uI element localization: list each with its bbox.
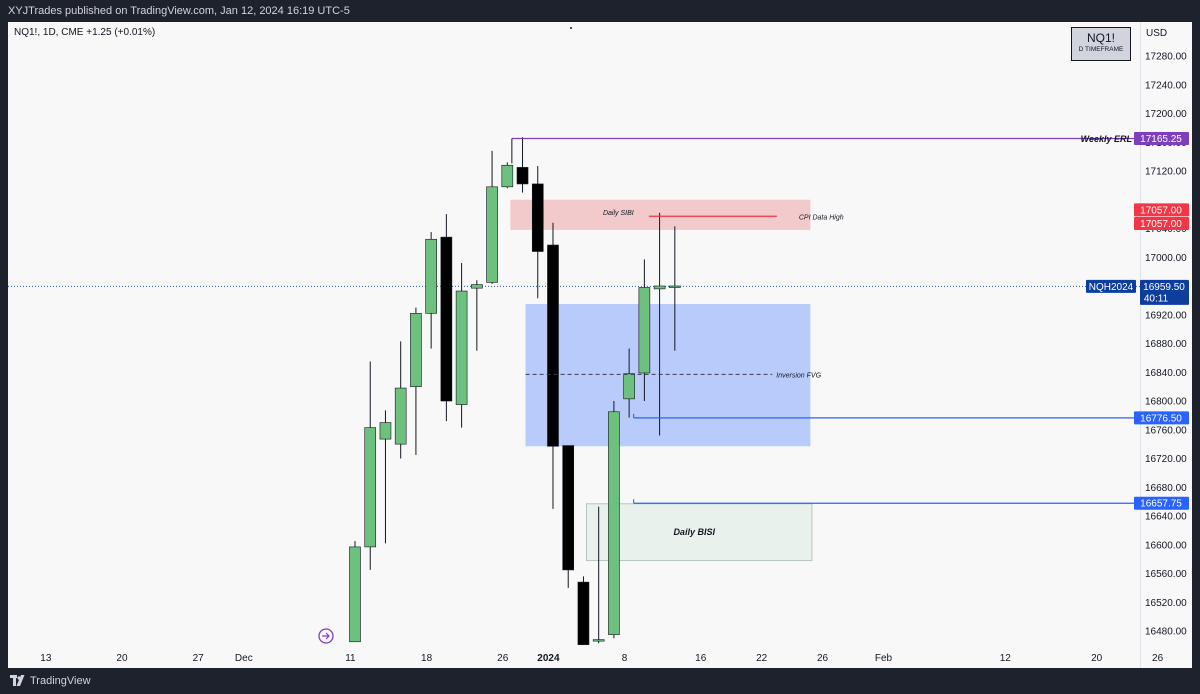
x-tick-label: 8 [622, 653, 628, 664]
y-tick-label: 16480.00 [1145, 627, 1187, 638]
price-tag [1134, 131, 1189, 145]
candle-body[interactable] [379, 422, 392, 440]
x-tick-label: 2024 [537, 653, 560, 664]
candle-body[interactable] [394, 387, 407, 445]
x-tick-label: Feb [875, 653, 893, 664]
x-tick-label: 11 [345, 653, 356, 664]
y-tick-label: 16680.00 [1145, 483, 1187, 494]
y-tick-label: 17120.00 [1145, 167, 1187, 178]
candle-body[interactable] [562, 445, 575, 571]
tradingview-brand: TradingView [30, 675, 91, 687]
candle-body[interactable] [531, 183, 544, 252]
x-tick-label: 12 [1000, 653, 1012, 664]
candle-body[interactable] [471, 284, 483, 289]
candle-body[interactable] [638, 287, 651, 374]
y-tick-label: 16920.00 [1145, 310, 1187, 321]
center-dot [570, 27, 572, 29]
candle-body[interactable] [577, 581, 590, 645]
y-tick-label: 17200.00 [1145, 109, 1187, 120]
y-tick-label: 16800.00 [1145, 397, 1187, 408]
zone-label: Daily SIBI [603, 210, 634, 217]
candle-body[interactable] [486, 186, 498, 283]
candle-body[interactable] [349, 546, 361, 643]
zone-bisi[interactable] [585, 503, 813, 562]
y-tick-label: 16560.00 [1145, 569, 1187, 580]
symbol-tag-text: NQH2024 [1089, 282, 1134, 293]
symbol-tag [1086, 279, 1136, 293]
y-tick-label: 16640.00 [1145, 512, 1187, 523]
y-tick-label: 16840.00 [1145, 368, 1187, 379]
x-tick-label: 22 [756, 653, 768, 664]
x-tick-label: 26 [497, 653, 509, 664]
weekly-erl-label: Weekly ERL [1081, 134, 1132, 144]
bottom-bar: TradingView [0, 668, 1200, 694]
price-tag [1134, 411, 1189, 425]
x-tick-label: Dec [235, 653, 253, 664]
watermark-subtitle: D TIMEFRAME [1078, 46, 1124, 53]
last-price-tag [1140, 279, 1189, 305]
publisher-text: XYJTrades published on TradingView.com, … [8, 5, 350, 17]
y-tick-label: 16760.00 [1145, 425, 1187, 436]
price-axis[interactable] [1140, 22, 1193, 668]
candle-body[interactable] [547, 244, 559, 447]
candle-body[interactable] [653, 285, 666, 290]
x-tick-label: 20 [1091, 653, 1103, 664]
candle-body[interactable] [425, 238, 437, 314]
last-price-text: 16959.50 [1143, 282, 1185, 293]
symbol-info: NQ1!, 1D, CME +1.25 (+0.01%) [14, 27, 156, 38]
currency-label[interactable]: USD [1146, 28, 1168, 39]
zone-fvg[interactable] [525, 303, 811, 447]
price-tag-text: 17165.25 [1140, 134, 1182, 145]
price-tag [1134, 216, 1189, 230]
candle-body[interactable] [455, 290, 468, 405]
timeframe-watermark: NQ1! D TIMEFRAME [1071, 27, 1131, 61]
price-tag-text: 17057.00 [1140, 205, 1182, 216]
candle-body[interactable] [669, 285, 681, 288]
zone-label: Daily BISI [673, 527, 715, 537]
candle-body[interactable] [501, 164, 514, 188]
y-tick-label: 17000.00 [1145, 253, 1187, 264]
cpi-high-label: CPI Data High [799, 214, 844, 221]
inversion-fvg-label: Inversion FVG [776, 372, 821, 379]
countdown-text: 40:11 [1144, 293, 1169, 304]
price-tag-text: 16776.50 [1140, 413, 1182, 424]
y-tick-label: 17280.00 [1145, 52, 1187, 63]
price-tag-text: 16657.75 [1140, 499, 1182, 510]
y-tick-label: 16880.00 [1145, 339, 1187, 350]
price-tag [1134, 203, 1189, 217]
x-tick-label: 16 [695, 653, 707, 664]
x-tick-label: 20 [116, 653, 128, 664]
x-tick-label: 18 [421, 653, 433, 664]
x-tick-label: 26 [1152, 653, 1164, 664]
x-tick-label: 27 [193, 653, 205, 664]
tradingview-logo-icon [10, 675, 25, 686]
price-tag [1134, 496, 1189, 510]
replay-arrow-icon[interactable] [318, 628, 334, 644]
x-tick-label: 13 [40, 653, 52, 664]
y-tick-label: 16520.00 [1145, 598, 1187, 609]
y-tick-label: 16600.00 [1145, 540, 1187, 551]
zone-sibi[interactable] [510, 199, 811, 230]
replay-arrow-glyph [322, 632, 330, 640]
right-edge [1192, 22, 1200, 668]
y-tick-label: 17240.00 [1145, 80, 1187, 91]
candle-body[interactable] [592, 639, 605, 642]
top-bar: XYJTrades published on TradingView.com, … [0, 0, 1200, 22]
candle-body[interactable] [364, 427, 377, 548]
x-tick-label: 26 [817, 653, 829, 664]
candle-body[interactable] [608, 411, 620, 635]
price-tag-text: 17057.00 [1140, 219, 1182, 230]
watermark-title: NQ1! [1086, 31, 1115, 45]
candle-body[interactable] [440, 236, 453, 402]
candle-body[interactable] [516, 167, 529, 185]
y-tick-label: 16720.00 [1145, 454, 1187, 465]
candle-body[interactable] [410, 313, 422, 387]
candle-body[interactable] [623, 373, 635, 400]
